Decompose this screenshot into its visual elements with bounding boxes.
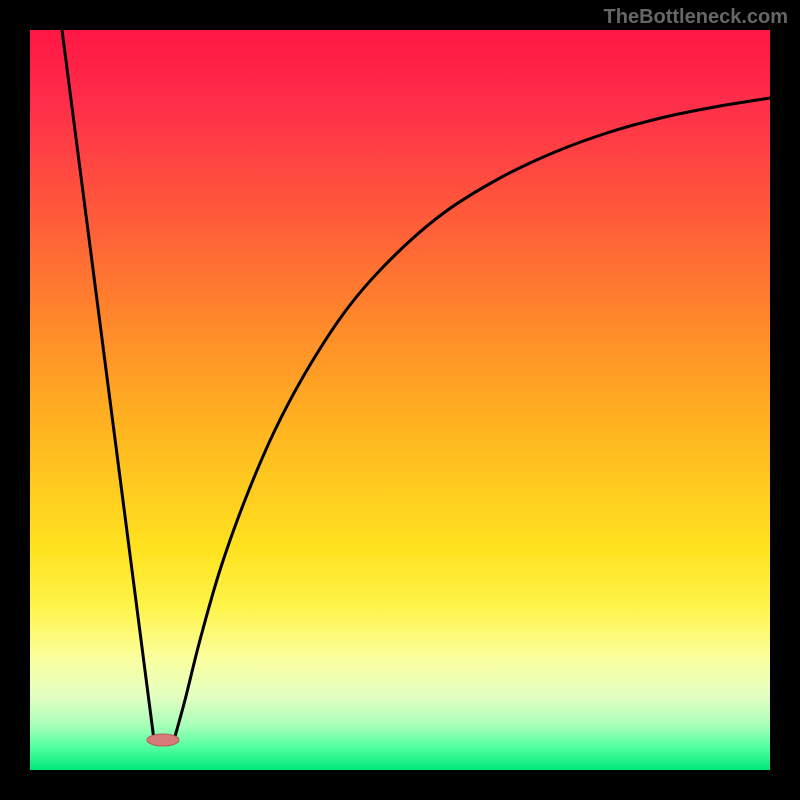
watermark-text: TheBottleneck.com [604,6,788,29]
minimum-marker [147,734,179,746]
chart-container: TheBottleneck.com [0,0,800,800]
plot-area [30,30,770,770]
chart-svg [0,0,800,800]
